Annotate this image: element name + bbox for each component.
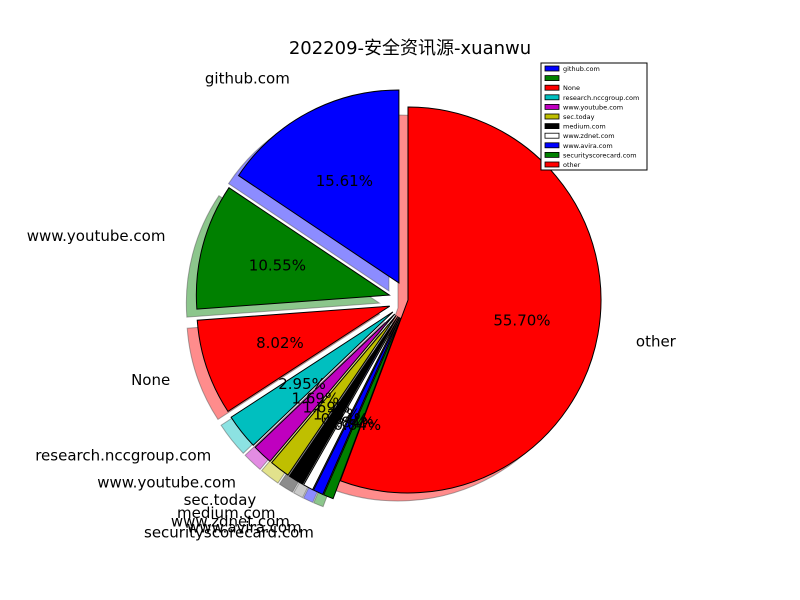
legend: github.com None research.nccgroup.comwww.y… [540, 62, 648, 171]
legend-swatch-8 [544, 142, 560, 149]
percent-labels: 15.61%10.55%8.02%2.95%1.69%1.69%1.27%0.8… [249, 172, 551, 434]
slice-label-other: other [636, 332, 677, 350]
legend-label-2: None [563, 84, 580, 92]
slice-label-research-nccgroup-com: research.nccgroup.com [35, 447, 211, 465]
percent-label-github-com: 15.61% [316, 172, 373, 190]
percent-label-other: 55.70% [493, 312, 550, 330]
slice-www-avira-com [312, 317, 401, 496]
chart-title: 202209-安全资讯源-xuanwu [289, 38, 531, 59]
slice-securityscorecard-com [323, 317, 402, 500]
slice-other [339, 106, 602, 494]
slice-label-none: None [131, 371, 170, 389]
legend-items: github.com None research.nccgroup.comwww.y… [544, 65, 639, 169]
legend-swatch-2 [544, 84, 560, 91]
slice-www-zdnet-com [302, 316, 400, 491]
percent-label-research-nccgroup-com: 2.95% [278, 375, 326, 393]
pie-slices [195, 89, 602, 500]
legend-swatch-9 [544, 151, 560, 158]
slice-medium-com [288, 316, 399, 485]
percent-label-securityscorecard-com: 0.84% [333, 416, 381, 434]
legend-label-7: www.zdnet.com [563, 132, 615, 140]
legend-label-4: www.youtube.com [563, 103, 623, 111]
slice-sec-today [270, 315, 397, 476]
slice-label-www-zdnet-com: www.zdnet.com [171, 512, 290, 530]
slice-labels: github.com www.youtube.com None research.nc… [27, 70, 677, 542]
legend-label-0: github.com [563, 65, 600, 73]
percent-label-www-zdnet-com: 0.84% [321, 410, 369, 428]
legend-swatch-5 [544, 113, 560, 120]
slice-label-medium-com: medium.com [177, 504, 275, 522]
percent-label-medium-com: 1.27% [313, 406, 361, 424]
slice-www-youtube-com [254, 313, 396, 463]
legend-label-9: securityscorecard.com [563, 151, 637, 159]
legend-label-10: other [563, 161, 581, 169]
slice-none [196, 305, 390, 413]
legend-swatch-0 [544, 65, 560, 72]
slice-github-com [237, 89, 400, 284]
percent-label-www-avira-com: 0.84% [327, 413, 375, 431]
percent-label-none: 8.02% [256, 334, 304, 352]
slice-label-www-youtube-com: www.youtube.com [97, 474, 236, 492]
legend-swatch-3 [544, 94, 560, 101]
legend-swatch-6 [544, 123, 560, 129]
legend-swatch-4 [544, 104, 560, 110]
legend-swatch-7 [544, 132, 560, 139]
slice-label-securityscorecard-com: securityscorecard.com [144, 524, 314, 542]
legend-label-6: medium.com [563, 123, 606, 131]
slice-research-nccgroup-com [230, 311, 394, 446]
slice-label-www-avira-com: www.avira.com [187, 518, 302, 536]
slice-label-github-com: github.com [205, 70, 290, 88]
percent-label-www-youtube-com: 1.69% [292, 389, 340, 407]
slice-www-youtube-com [195, 186, 391, 310]
slice-label-sec-today: sec.today [184, 491, 257, 509]
percent-label-www-youtube-com: 10.55% [249, 256, 306, 274]
percent-label-sec-today: 1.69% [302, 399, 350, 417]
legend-label-5: sec.today [563, 113, 595, 121]
legend-swatch-10 [544, 161, 560, 168]
slice-label-www-youtube-com: www.youtube.com [27, 227, 166, 245]
legend-label-8: www.avira.com [563, 142, 613, 150]
legend-swatch-1 [544, 75, 560, 81]
legend-label-3: research.nccgroup.com [563, 94, 639, 102]
